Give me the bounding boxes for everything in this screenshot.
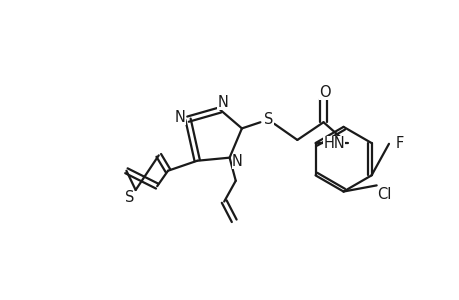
Text: S: S xyxy=(263,112,273,127)
Text: N: N xyxy=(231,154,242,169)
Text: F: F xyxy=(395,136,403,151)
Text: N: N xyxy=(217,95,228,110)
Text: O: O xyxy=(319,85,330,100)
Text: HN: HN xyxy=(323,136,344,151)
Text: N: N xyxy=(174,110,185,125)
Text: S: S xyxy=(124,190,134,205)
Text: Cl: Cl xyxy=(376,187,391,202)
